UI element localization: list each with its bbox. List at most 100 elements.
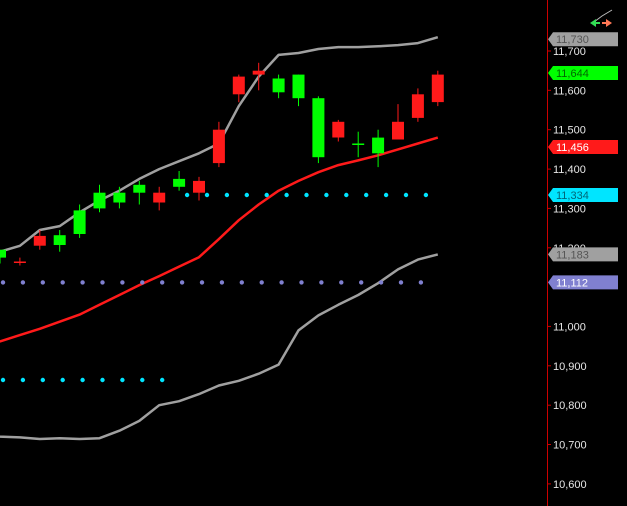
price-badge-label: 11,730 <box>556 34 589 46</box>
level-dot <box>20 377 26 383</box>
price-tick-label: 10,600 <box>553 479 587 491</box>
level-dot <box>184 192 190 198</box>
level-dot <box>398 280 404 285</box>
price-badge-label: 11,112 <box>556 277 588 289</box>
upper-band-line <box>0 36 439 254</box>
price-badge <box>548 32 618 47</box>
price-badge-label: 11,644 <box>556 68 589 80</box>
level-dot <box>179 280 185 285</box>
candle-body <box>232 76 245 95</box>
candle-body <box>113 192 126 203</box>
bollinger-bands <box>0 36 439 441</box>
candle-body <box>153 192 166 203</box>
level-dot <box>100 377 105 383</box>
level-dot <box>160 280 165 285</box>
level-dot <box>344 192 349 198</box>
lower-band-line <box>0 253 439 441</box>
candle-body <box>411 94 424 118</box>
price-tick-label: 11,500 <box>553 125 586 137</box>
level-dot <box>160 377 165 383</box>
level-dot <box>20 280 26 285</box>
candle-body <box>312 98 325 158</box>
price-badge-label: 11,334 <box>556 190 589 202</box>
candle-body <box>392 121 404 140</box>
level-dot <box>140 377 145 383</box>
candle-body <box>133 184 146 193</box>
candle-body <box>212 129 225 164</box>
level-dot <box>383 192 389 198</box>
level-dot <box>403 192 409 198</box>
level-dot <box>423 192 429 198</box>
level-dot <box>304 192 309 198</box>
candle-body <box>372 137 385 154</box>
level-dot <box>239 280 244 285</box>
level-dot <box>279 280 284 285</box>
level-dot <box>60 280 65 285</box>
price-tick-label: 10,700 <box>553 440 587 452</box>
price-badge <box>548 247 618 262</box>
level-dot <box>319 280 324 285</box>
level-dot <box>60 377 65 383</box>
level-dot <box>80 377 85 383</box>
level-dot <box>80 280 85 285</box>
candle-body <box>13 261 26 263</box>
moving-average <box>0 136 439 343</box>
toolbar-arrows-icon[interactable] <box>590 9 613 27</box>
candle-body <box>352 143 365 145</box>
price-tick-label: 11,400 <box>553 164 586 176</box>
level-dot <box>224 192 230 198</box>
price-tick-label: 11,300 <box>553 203 586 215</box>
price-tick-label: 11,700 <box>553 46 586 58</box>
level-dot <box>204 192 210 198</box>
level-dot <box>244 192 249 198</box>
level-dot <box>284 192 289 198</box>
level-dot <box>0 280 6 285</box>
price-tick-label: 11,000 <box>553 321 586 333</box>
candle-body <box>292 74 305 99</box>
level-dot <box>378 280 384 285</box>
level-dot <box>259 280 264 285</box>
level-dot <box>100 280 105 285</box>
price-badge <box>548 188 618 202</box>
price-badge <box>548 275 618 290</box>
price-tick-label: 10,800 <box>553 400 587 412</box>
moving-average-line <box>0 136 439 343</box>
price-badge <box>548 66 618 80</box>
candle-body <box>33 235 46 246</box>
level-dot <box>364 192 369 198</box>
candle-body <box>53 235 66 245</box>
level-dot <box>120 377 125 383</box>
level-dot <box>418 280 424 285</box>
level-dot <box>219 280 225 285</box>
candlesticks <box>0 62 444 266</box>
level-dot <box>40 280 45 285</box>
level-dot <box>0 377 6 383</box>
price-tick-label: 11,600 <box>553 85 586 97</box>
candle-body <box>193 180 205 193</box>
price-tick-label: 10,900 <box>553 361 587 373</box>
candle-body <box>73 210 86 234</box>
level-dot <box>264 192 269 198</box>
dotted-levels <box>0 192 429 383</box>
price-badge <box>548 140 618 154</box>
level-dot <box>140 280 145 285</box>
level-dot <box>299 280 304 285</box>
price-badges: 11,730 11,644 11,456 11,334 11,183 11,112 <box>548 32 618 290</box>
level-dot <box>339 280 344 285</box>
candle-body <box>272 78 285 93</box>
candle-body <box>252 70 265 75</box>
candle-body <box>173 178 186 187</box>
level-dot <box>120 280 125 285</box>
level-dot <box>324 192 329 198</box>
level-dot <box>199 280 205 285</box>
price-badge-label: 11,183 <box>556 249 589 261</box>
candle-body <box>332 121 345 138</box>
level-dot <box>40 377 45 383</box>
candle-body <box>431 74 444 103</box>
level-dot <box>359 280 364 285</box>
price-badge-label: 11,456 <box>556 142 589 154</box>
candle-body <box>93 192 106 209</box>
candle-body <box>0 249 6 258</box>
